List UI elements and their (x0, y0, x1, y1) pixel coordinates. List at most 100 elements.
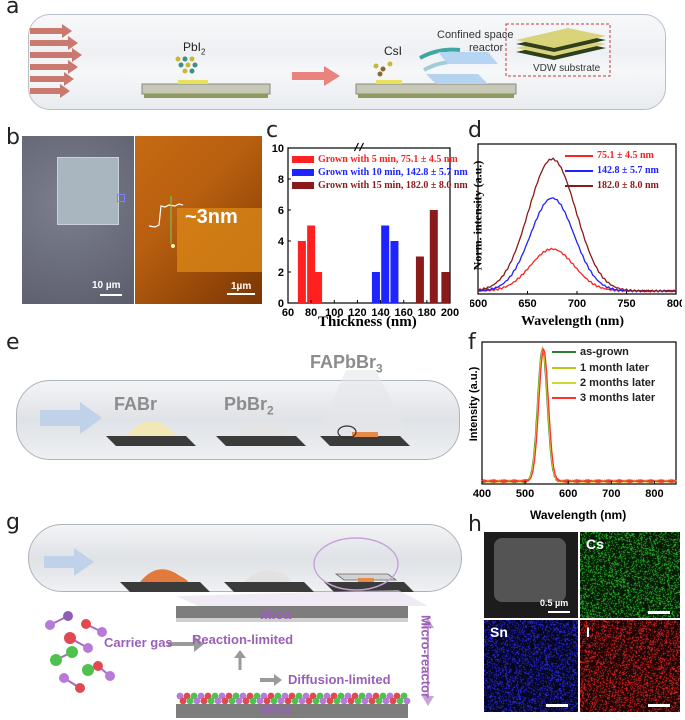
substrate-atom (249, 697, 257, 705)
substrate-atom (302, 692, 310, 700)
substrate-atom (393, 692, 401, 700)
boat-right (355, 74, 517, 98)
substrate-atom (389, 697, 397, 705)
afm-height-annotation: ~3nm (185, 206, 238, 228)
substrate-atom (214, 697, 222, 705)
eds-map-sn (484, 620, 578, 712)
crystal-square (57, 157, 119, 225)
panel-e-drawing (40, 370, 410, 446)
substrate-atom (232, 692, 240, 700)
substrate-atom (386, 692, 394, 700)
sem-image: 0.5 µm (484, 532, 578, 618)
substrate-atom (340, 697, 348, 705)
eds-map-i (580, 620, 680, 712)
chart-c-break-a (353, 142, 359, 152)
chart-f-frame (481, 341, 677, 485)
product-label: FAPbBr3 (310, 352, 383, 376)
eds-map-cs (580, 532, 680, 618)
panel-a-drawing (30, 23, 611, 98)
substrate-atom (347, 697, 355, 705)
chart-c: 60 80 100 120 140 160 180 200 0 2 4 6 8 10 (272, 142, 459, 319)
chart-c-legend-2: Grown with 15 min, 182.0 ± 8.0 nm (292, 180, 468, 191)
substrate-atom (365, 692, 373, 700)
chart-c-frame (287, 147, 451, 304)
map-cs-speckle (580, 532, 680, 618)
chart-c-bar-2-0 (415, 256, 424, 303)
chart-f-series-3 (481, 347, 677, 484)
substrate-atom (207, 697, 215, 705)
reaction-limited-label: Reaction-limited (192, 632, 294, 647)
substrate-atom (323, 692, 331, 700)
chart-d-xtick-label-4: 800 (667, 298, 682, 310)
chart-d-xlabel: Wavelength (nm) (521, 314, 625, 329)
panel-label-h: h (468, 512, 482, 537)
afm-scale-text: 1µm (231, 281, 252, 292)
panel-label-e: e (6, 330, 20, 355)
chart-d-xtick-label-1: 650 (518, 298, 536, 310)
map-i-speckle (580, 620, 680, 712)
chart-d-series-1 (477, 197, 677, 293)
zoom-fan (176, 590, 428, 606)
precursor-dots-left (175, 56, 198, 74)
substrate-atom (375, 697, 383, 705)
substrate-atom (242, 697, 250, 705)
substrate-atom (403, 697, 411, 705)
substrate-atom (218, 692, 226, 700)
substrate-atom (319, 697, 327, 705)
substrate-atom (400, 692, 408, 700)
chart-c-ytick-label-5: 10 (272, 143, 284, 155)
chart-c-ytick-label-3: 6 (278, 205, 284, 217)
substrate-atom (239, 692, 247, 700)
csi-label: CsI (384, 44, 402, 58)
substrate-atom (179, 697, 187, 705)
chart-d-legend-1: 142.8 ± 5.7 nm (565, 165, 659, 176)
chart-f-legend-0: as-grown (552, 346, 629, 358)
afm-step-region (177, 208, 262, 272)
substrate-atom (316, 692, 324, 700)
chart-d-legend-0: 75.1 ± 4.5 nm (565, 150, 654, 161)
i-scale-bar (648, 704, 670, 707)
molecules (45, 611, 115, 693)
substrate-atom (295, 692, 303, 700)
swirl-arrows (419, 47, 498, 72)
fabr-label: FABr (114, 394, 158, 414)
substrate-atom (193, 697, 201, 705)
substrate-atom (305, 697, 313, 705)
substrate-atom (354, 697, 362, 705)
boat-pbbr2 (216, 421, 306, 446)
mica-bottom (176, 704, 408, 718)
substrate-atom (291, 697, 299, 705)
substrate-atom (204, 692, 212, 700)
chart-c-bar-2-2 (441, 272, 450, 303)
carrier-gas-label: Carrier gas (104, 635, 173, 650)
substrate-atom (312, 697, 320, 705)
boat-g1 (120, 569, 210, 592)
chart-c-xtick-label-6: 180 (418, 307, 436, 319)
chart-c-xtick-label-4: 140 (371, 307, 389, 319)
gas-flow-arrows (30, 24, 82, 98)
substrate-atom (361, 697, 369, 705)
chart-f: 400 500 600 700 800 (473, 341, 677, 500)
afm-image: 1µm (135, 136, 262, 304)
pbi2-label: PbI2 (183, 40, 206, 57)
chart-f-xtick-label-2: 600 (559, 488, 577, 500)
substrate-atom (267, 692, 275, 700)
confined-label-line2: reactor (469, 42, 504, 54)
chart-c-xtick-label-7: 200 (441, 307, 459, 319)
chart-f-xtick-label-1: 500 (516, 488, 534, 500)
chart-d-xtick-label-2: 700 (568, 298, 586, 310)
panel-label-f: f (468, 330, 476, 355)
chart-f-ylabel: Intensity (a.u.) (468, 366, 480, 442)
vdw-stack (516, 28, 606, 60)
substrate-atom (221, 697, 229, 705)
substrate-atom (330, 692, 338, 700)
sem-scale-text: 0.5 µm (540, 598, 569, 608)
afm-scale-bar (227, 293, 255, 295)
panel-label-b: b (6, 125, 20, 150)
chart-d-xtick-label-0: 600 (470, 298, 487, 310)
chart-d-ylabel: Norm. intensity (a.u.) (470, 160, 485, 271)
chart-c-bar-0-0 (297, 241, 306, 303)
zoom-ellipse (313, 537, 399, 591)
i-label: I (586, 624, 590, 640)
map-sn-speckle (484, 620, 578, 712)
